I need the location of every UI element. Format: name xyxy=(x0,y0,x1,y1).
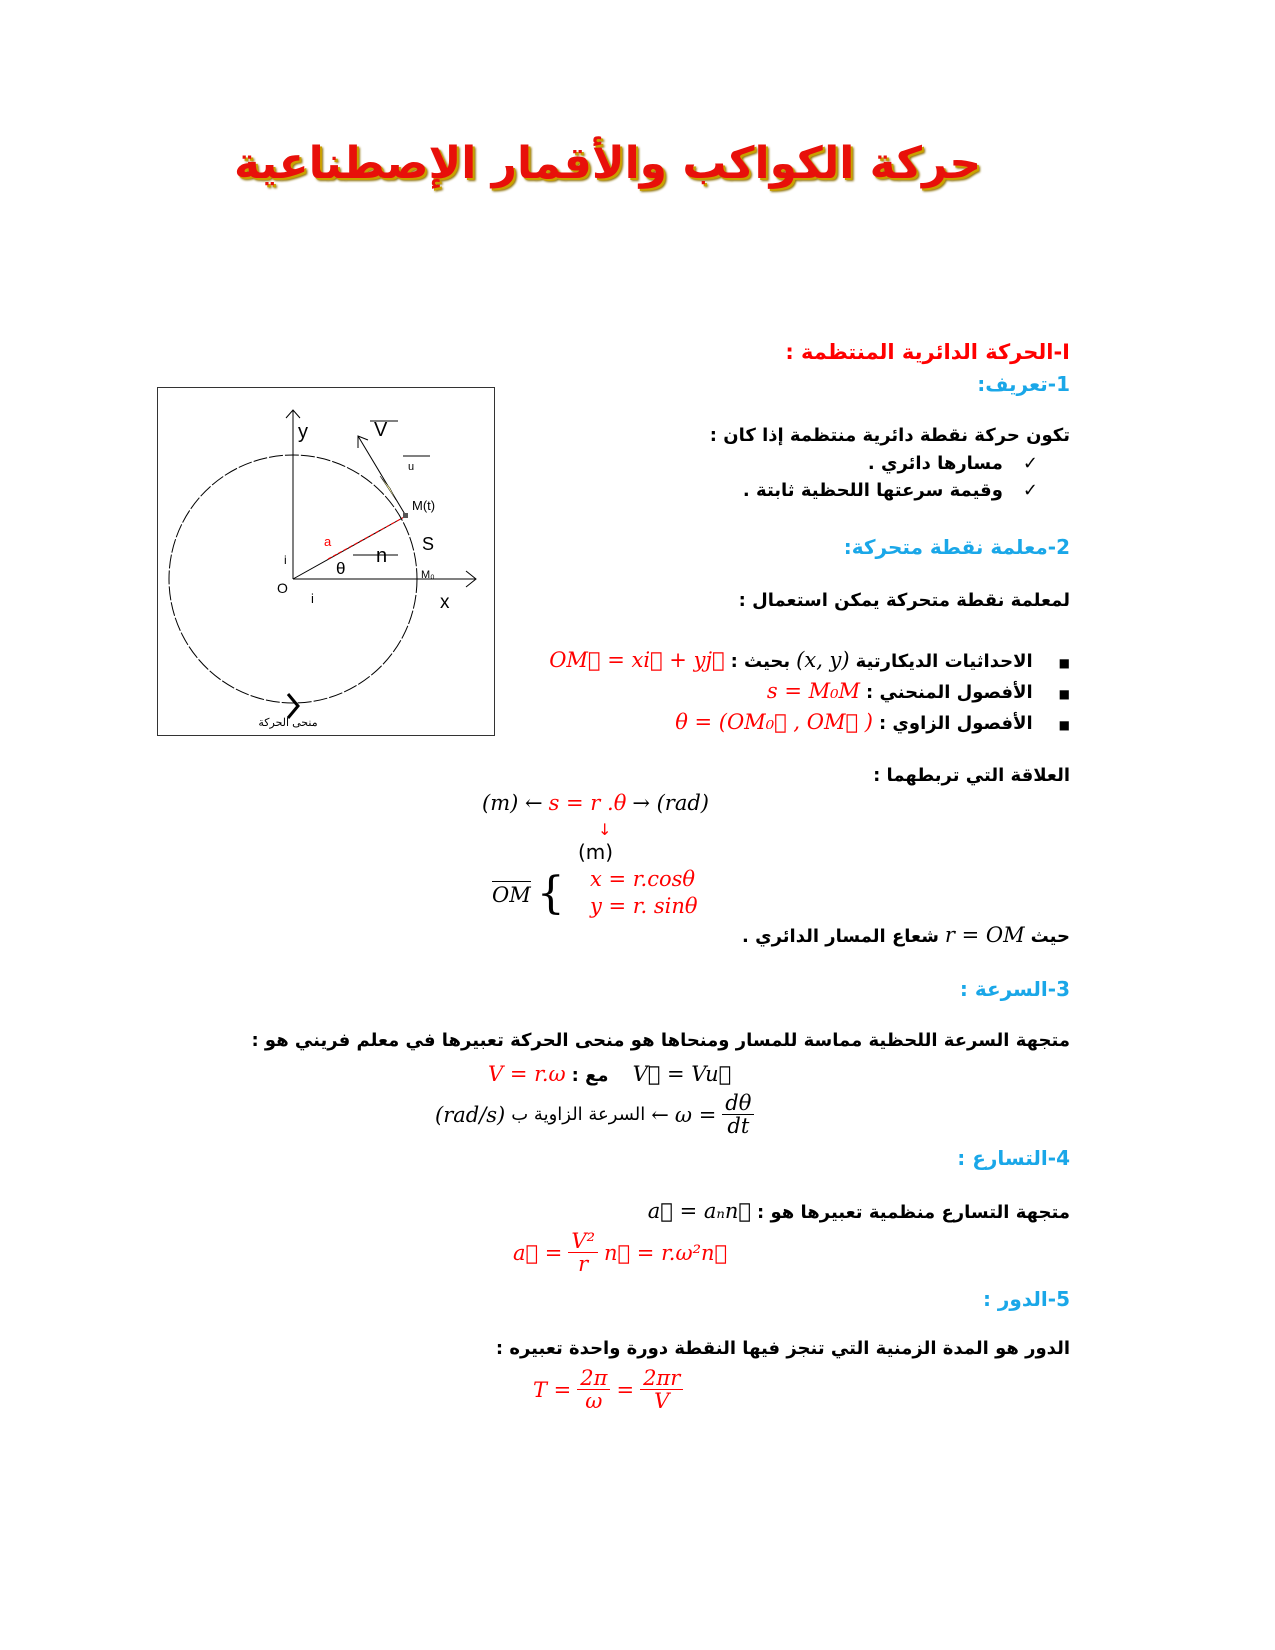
circular-motion-figure: y V u M(t) S a n θ O i i M₀ x منحى الحرك… xyxy=(157,387,495,736)
relation-formula: (m) ← s = r .θ → (rad) xyxy=(482,791,710,815)
label-u: u xyxy=(408,461,414,473)
label-j: i xyxy=(284,553,287,567)
check-item: ✓ مسارها دائري . xyxy=(867,453,1038,474)
radius-note: حيث r = OM شعاع المسار الدائري . xyxy=(741,923,1070,947)
heading-definition: 1-تعريف: xyxy=(977,372,1070,396)
heading-period: 5-الدور : xyxy=(982,1287,1070,1311)
relation-label: العلاقة التي تربطهما : xyxy=(873,765,1070,786)
cartesian-item: ■ الاحداثيات الديكارتية (x, y) بحيث : OM… xyxy=(549,648,1070,672)
velocity-formula: V = r.ω مع : V⃗ = Vu⃗ xyxy=(488,1062,732,1086)
label-theta: θ xyxy=(336,559,345,578)
period-formula: T = 2π ω = 2πr V xyxy=(533,1367,684,1412)
period-text: الدور هو المدة الزمنية التي تنجز فيها ال… xyxy=(495,1338,1070,1359)
section-heading: I-الحركة الدائرية المنتظمة : xyxy=(785,340,1070,364)
bullet-icon: ■ xyxy=(1058,687,1070,701)
heading-velocity: 3-السرعة : xyxy=(959,977,1070,1001)
velocity-text: متجهة السرعة اللحظية مماسة للمسار ومنحاه… xyxy=(251,1030,1070,1051)
angular-velocity-formula: (rad/s) السرعة الزاوية ب ← ω = dθ dt xyxy=(435,1092,755,1137)
label-m: M(t) xyxy=(412,498,435,513)
velocity-vector xyxy=(357,435,407,517)
frame-intro: لمعلمة نقطة متحركة يمكن استعمال : xyxy=(738,590,1070,611)
down-arrow-icon: ↓ xyxy=(598,820,612,839)
check-icon: ✓ xyxy=(1022,480,1038,501)
acceleration-formula: a⃗ = V² r n⃗ = r.ω²n⃗ xyxy=(513,1229,728,1277)
acceleration-text: متجهة التسارع منظمية تعبيرها هو : a⃗ = a… xyxy=(647,1199,1070,1223)
label-a: a xyxy=(324,534,332,549)
label-s: S xyxy=(422,534,434,554)
y-arrow-icon xyxy=(285,409,301,419)
om-y: y = r. sinθ xyxy=(590,894,698,918)
bullet-icon: ■ xyxy=(1058,718,1070,732)
heading-frame: 2-معلمة نقطة متحركة: xyxy=(843,535,1070,559)
label-o: O xyxy=(277,580,288,596)
definition-intro: تكون حركة نقطة دائرية منتظمة إذا كان : xyxy=(709,425,1070,446)
om-x: x = r.cosθ xyxy=(590,867,696,891)
curvilinear-formula: s = M₀M xyxy=(766,679,861,703)
check-item: ✓ وقيمة سرعتها اللحظية ثابتة . xyxy=(742,480,1038,501)
label-m0: M₀ xyxy=(421,569,435,581)
velocity-arrow-icon xyxy=(357,435,369,448)
angular-item: ■ الأفصول الزاوي : θ = (OM₀⃗ , OM⃗ ) xyxy=(675,710,1070,734)
figure-caption: منحى الحركة xyxy=(258,717,317,729)
cartesian-formula: OM⃗ = xi⃗ + yj⃗ xyxy=(549,648,725,672)
acceleration-vector xyxy=(327,515,407,560)
label-x: x xyxy=(440,592,450,613)
om-label: OM{ xyxy=(492,868,565,919)
label-v: V xyxy=(374,419,388,441)
page-title: حركة الكواكب والأقمار الإصطناعية xyxy=(233,138,982,189)
check-icon: ✓ xyxy=(1022,453,1038,474)
bullet-icon: ■ xyxy=(1058,656,1070,670)
unit-m: (m) xyxy=(578,840,614,864)
heading-acceleration: 4-التسارع : xyxy=(957,1146,1070,1170)
label-n: n xyxy=(376,545,387,567)
angular-formula: θ = (OM₀⃗ , OM⃗ ) xyxy=(675,710,873,734)
curvilinear-item: ■ الأفصول المنحني : s = M₀M xyxy=(766,679,1070,703)
x-arrow-icon xyxy=(465,570,477,588)
label-i: i xyxy=(311,591,314,606)
label-y: y xyxy=(298,421,308,443)
